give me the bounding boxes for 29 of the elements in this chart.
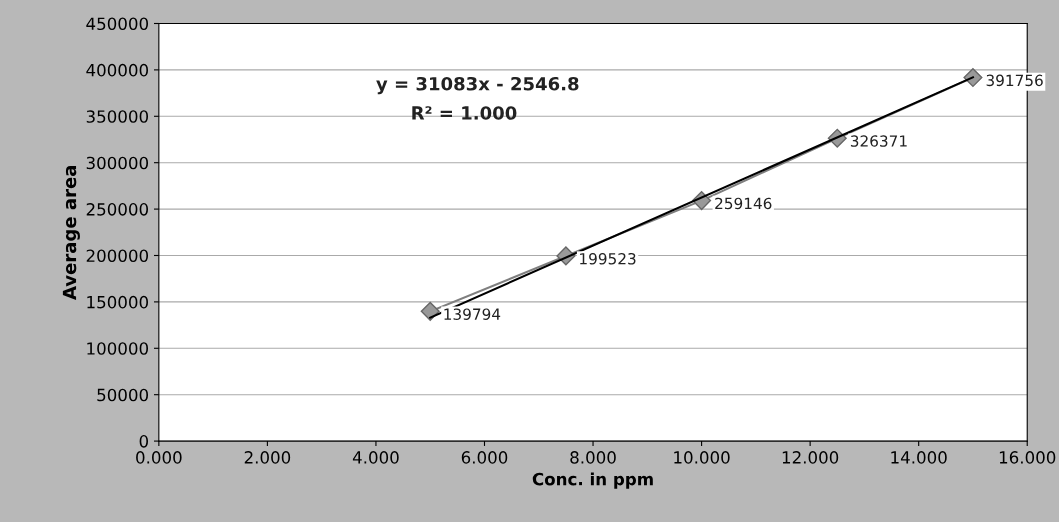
data-label: 391756: [986, 74, 1043, 87]
y-tick-label: 400000: [86, 63, 149, 77]
x-tick-label: 14.000: [891, 451, 947, 464]
x-tick-label: 8.000: [570, 451, 616, 464]
y-tick-label: 450000: [86, 17, 149, 31]
annotation: R² = 1.000: [412, 106, 517, 120]
x-tick-label: 2.000: [244, 451, 291, 464]
x-axis-title: Conc. in ppm: [532, 472, 653, 489]
data-label: 139794: [444, 308, 501, 320]
y-tick-label: 300000: [86, 156, 149, 170]
data-label: 259146: [715, 197, 772, 210]
x-tick-label: 16.000: [999, 451, 1056, 464]
y-tick-label: 200000: [86, 249, 149, 263]
y-tick-label: 0: [139, 435, 149, 448]
y-tick-label: 250000: [86, 203, 149, 216]
data-label: 199523: [580, 252, 636, 265]
annotation: y = 31083x - 2546.8: [376, 76, 579, 95]
x-tick-label: 4.000: [352, 451, 399, 464]
data-label: 326371: [850, 135, 907, 147]
y-tick-label: 350000: [86, 110, 149, 123]
y-tick-label: 50000: [97, 388, 149, 402]
x-tick-label: 6.000: [461, 451, 508, 464]
y-tick-label: 100000: [87, 342, 149, 355]
x-tick-label: 0.000: [136, 451, 182, 464]
y-tick-label: 150000: [87, 295, 149, 309]
x-tick-label: 12.000: [782, 451, 839, 464]
y-axis-title: Average area: [62, 166, 80, 300]
point: [420, 301, 440, 321]
x-tick-label: 10.000: [674, 451, 730, 464]
